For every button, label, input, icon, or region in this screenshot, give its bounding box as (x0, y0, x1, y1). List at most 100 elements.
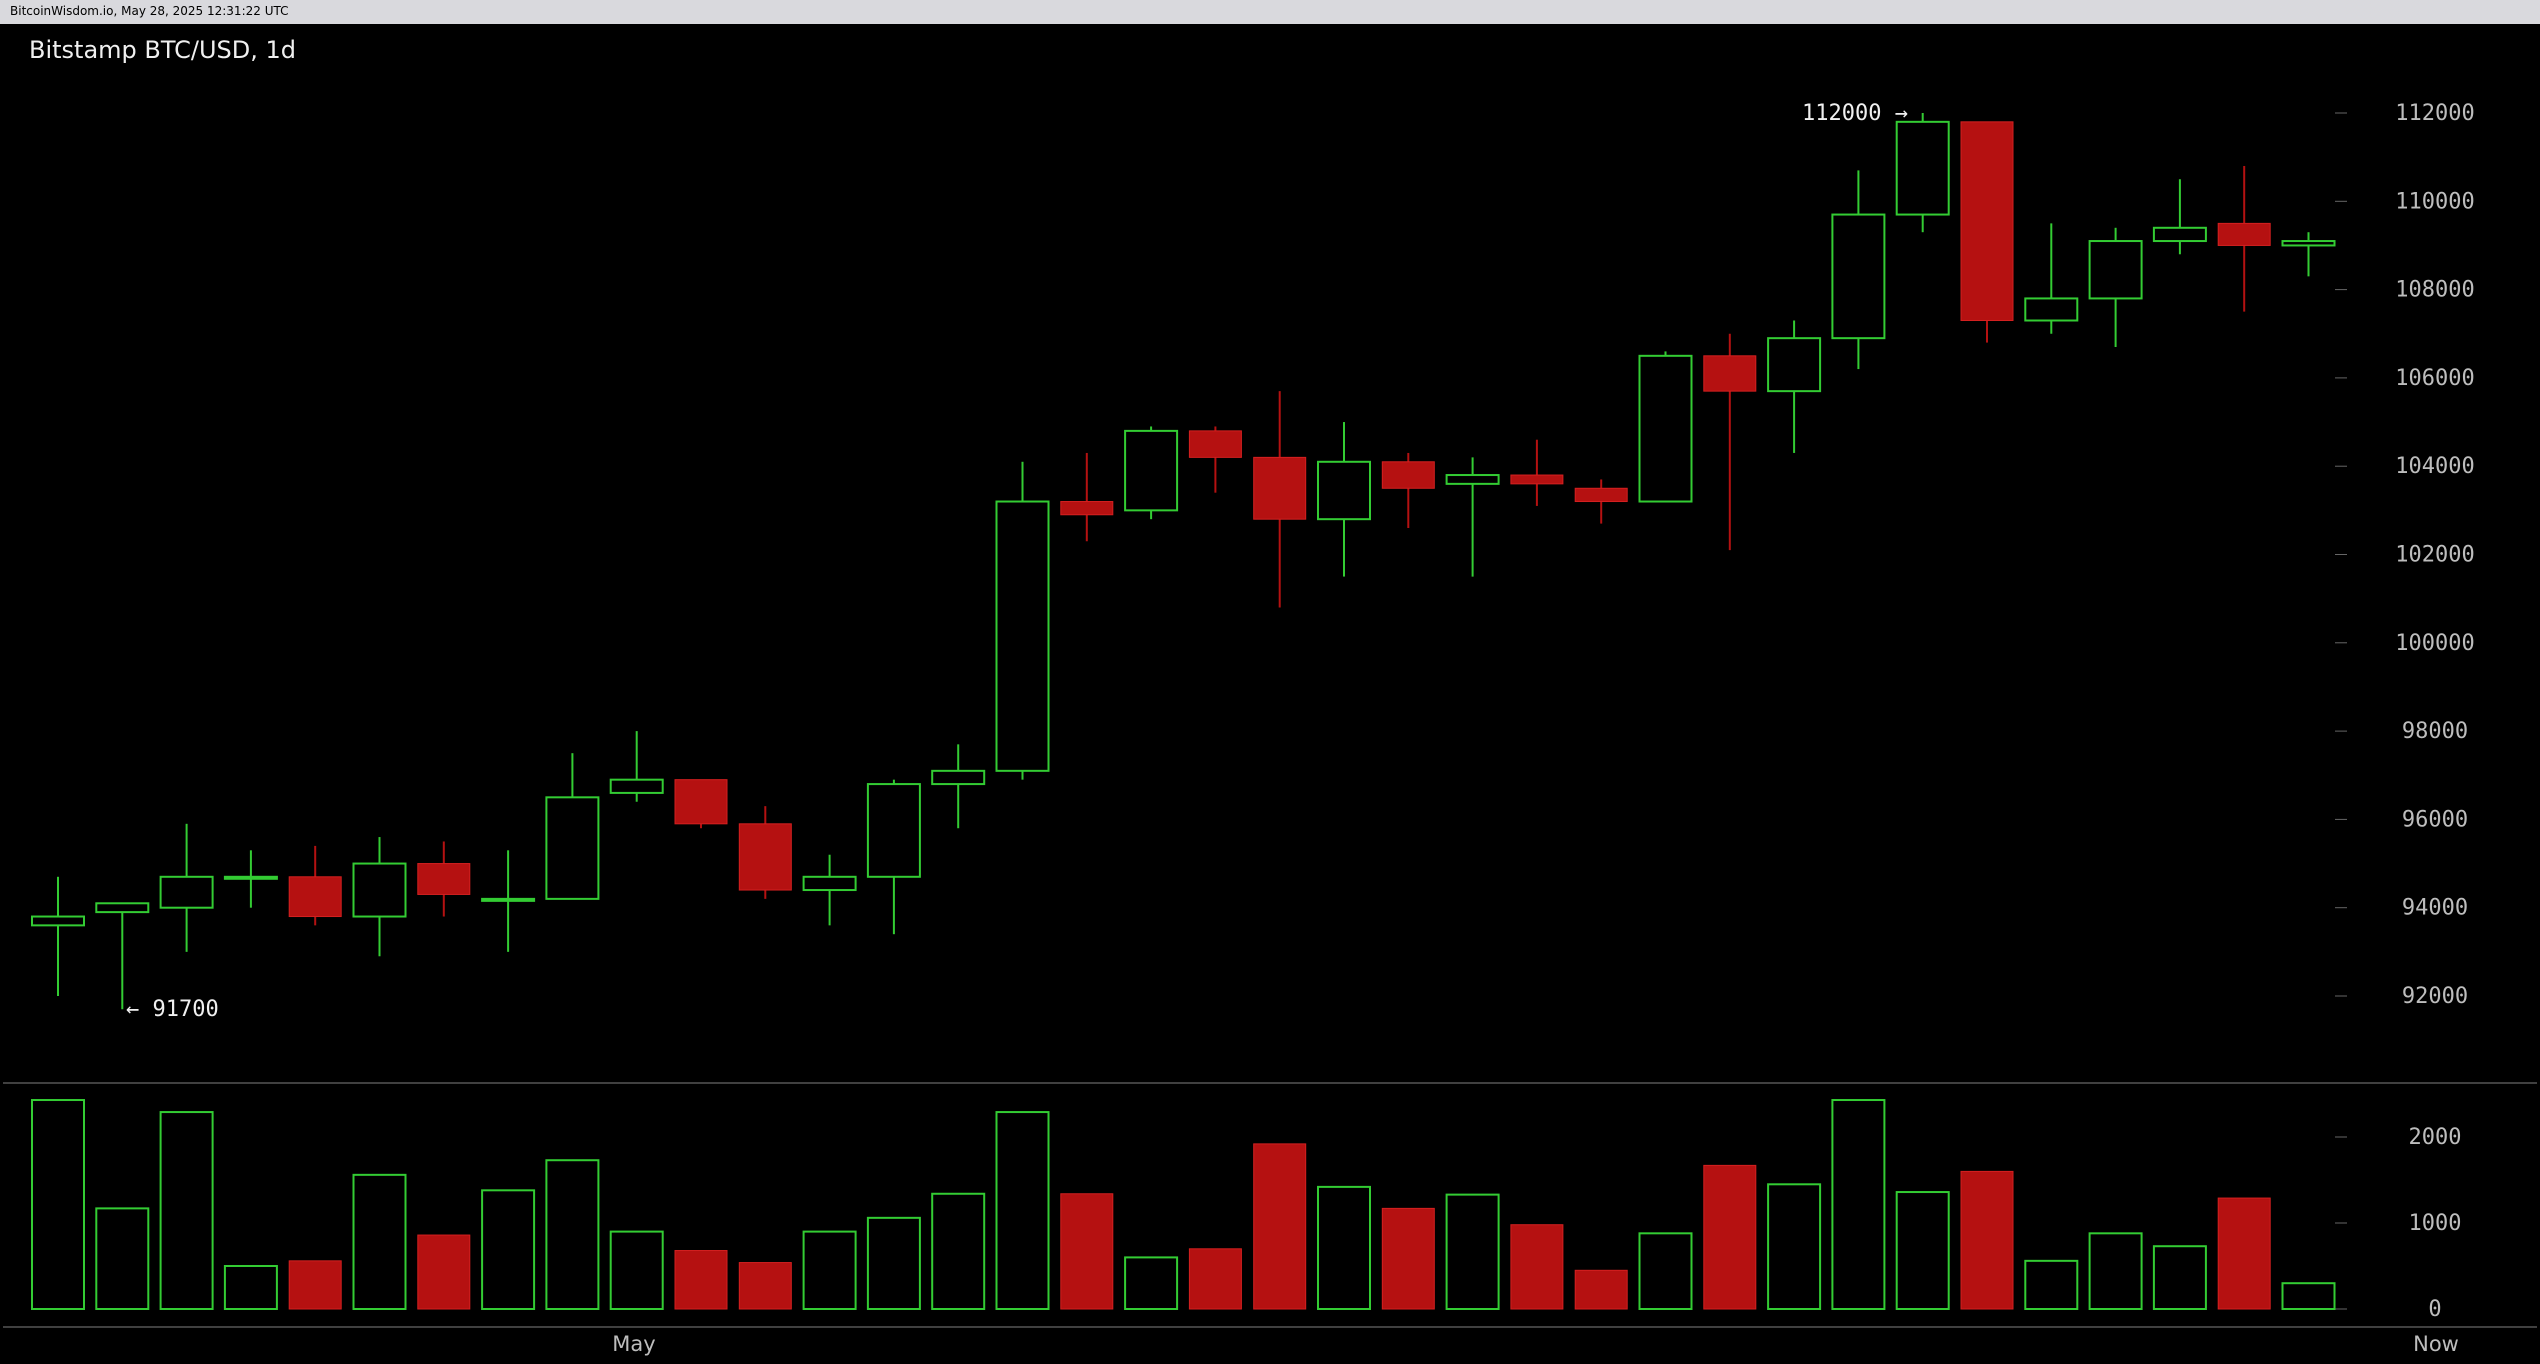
candle (609, 731, 664, 802)
candle (159, 823, 214, 952)
candle (866, 779, 921, 935)
candle-body (1895, 120, 1950, 216)
candle-body (1831, 213, 1886, 340)
volume-bar (609, 1230, 664, 1310)
candle (1638, 351, 1693, 503)
candle-body (223, 875, 278, 880)
candle (1574, 479, 1628, 524)
candle (223, 850, 278, 908)
price-tick-label: 100000 (2395, 631, 2474, 656)
volume-bar (1060, 1193, 1114, 1310)
volume-bar (866, 1216, 921, 1310)
candle (417, 841, 471, 917)
candle-body (1638, 354, 1693, 503)
candle (1188, 426, 1242, 493)
price-tick-label: 112000 (2395, 101, 2474, 126)
candle-body (417, 863, 471, 895)
volume-bar (1574, 1269, 1628, 1310)
volume-bar (481, 1189, 536, 1310)
candle (1510, 439, 1564, 506)
volume-axis: 2000 1000 0 (2335, 1125, 2461, 1322)
volume-bar (1124, 1256, 1179, 1311)
candles (31, 113, 2336, 1010)
candle (2088, 227, 2143, 347)
volume-bar (1831, 1099, 1886, 1311)
candle-body (802, 875, 857, 892)
candle-body (159, 875, 214, 909)
high-annotation: 112000 → (1802, 101, 1908, 126)
candle (545, 753, 600, 900)
candle-body (1124, 429, 1179, 512)
candle-body (31, 915, 85, 927)
candle (2152, 179, 2207, 255)
candle-body (738, 823, 792, 891)
volume-bar (1510, 1224, 1564, 1310)
volume-bar (288, 1260, 342, 1310)
candle-body (609, 778, 664, 794)
candle-body (1767, 337, 1822, 393)
candle (95, 902, 150, 1010)
candle-body (2152, 226, 2207, 243)
candle (2281, 232, 2336, 277)
volume-tick-label: 2000 (2409, 1125, 2462, 1150)
price-tick-label: 94000 (2402, 896, 2468, 921)
volume-bar (31, 1099, 85, 1311)
volume-bar (2088, 1232, 2143, 1310)
volume-bar (417, 1234, 471, 1310)
volume-bar (2281, 1282, 2336, 1310)
volume-bar (674, 1250, 728, 1310)
candle-body (1574, 487, 1628, 503)
candle (1895, 113, 1950, 233)
volume-bar (2152, 1245, 2207, 1310)
candle-body (2024, 297, 2079, 322)
candle (1381, 452, 1435, 529)
volume-bar (1381, 1207, 1435, 1310)
candle-body (352, 862, 407, 918)
time-axis-labels: May Now (612, 1332, 2459, 1356)
price-tick-label: 110000 (2395, 189, 2474, 214)
volume-bar (1960, 1170, 2014, 1310)
candle-body (866, 783, 921, 878)
volume-bar (2217, 1197, 2271, 1310)
volume-bar (223, 1265, 278, 1310)
volume-bar (1767, 1183, 1822, 1311)
candle (1767, 320, 1822, 453)
volume-bar (1317, 1185, 1371, 1311)
candle (931, 744, 986, 829)
low-annotation: ← 91700 (126, 997, 219, 1022)
candle (1831, 170, 1886, 370)
candle-body (2281, 240, 2336, 247)
candle (1445, 457, 1500, 577)
candle-body (2217, 222, 2271, 246)
candle-body (288, 876, 342, 918)
chart-title: Bitstamp BTC/USD, 1d (29, 36, 297, 64)
annotations: 112000 → ← 91700 (126, 101, 1908, 1022)
candle-body (1703, 355, 1757, 392)
candle-body (1060, 501, 1114, 516)
candle-body (481, 897, 536, 902)
volume-tick-label: 1000 (2409, 1211, 2462, 1236)
candle-body (545, 796, 600, 900)
candle (2024, 223, 2079, 334)
volume-bars (31, 1099, 2336, 1311)
candle (738, 806, 792, 899)
volume-bar (159, 1111, 214, 1311)
top-bar: BitcoinWisdom.io, May 28, 2025 12:31:22 … (0, 0, 2540, 24)
time-axis-label: Now (2413, 1332, 2459, 1356)
candle (1253, 391, 1307, 608)
price-tick-label: 102000 (2395, 543, 2474, 568)
time-axis-label: May (612, 1332, 655, 1356)
candle (674, 779, 728, 829)
candle (1317, 422, 1371, 577)
price-tick-label: 108000 (2395, 278, 2474, 303)
timestamp: BitcoinWisdom.io, May 28, 2025 12:31:22 … (10, 4, 289, 18)
volume-bar (931, 1192, 986, 1311)
volume-bar (995, 1111, 1050, 1311)
price-tick-label: 96000 (2402, 807, 2468, 832)
candle (1703, 333, 1757, 551)
candle-body (674, 779, 728, 825)
volume-bar (352, 1173, 407, 1310)
candle (352, 837, 407, 957)
